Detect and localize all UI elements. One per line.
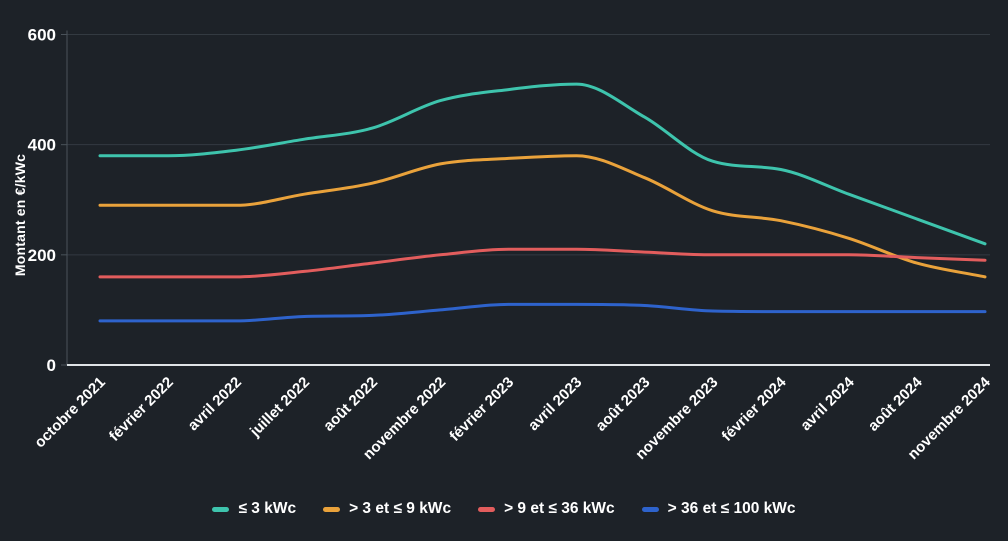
legend-swatch-icon (478, 506, 496, 512)
x-tick-label: août 2023 (592, 374, 653, 435)
y-tick-label: 400 (28, 136, 56, 155)
x-tick-label: août 2024 (865, 373, 926, 434)
y-axis-title: Montant en €/kWc (12, 153, 28, 277)
x-tick-label: avril 2023 (525, 374, 585, 434)
legend-label: > 36 et ≤ 100 kWc (667, 500, 796, 517)
series-line-1 (98, 154, 987, 279)
legend-item-1[interactable]: > 3 et ≤ 9 kWc (323, 500, 451, 518)
x-tick-label: février 2023 (446, 374, 517, 445)
chart-legend: ≤ 3 kWc > 3 et ≤ 9 kWc > 9 et ≤ 36 kWc > 36… (0, 494, 1008, 524)
legend-label: > 3 et ≤ 9 kWc (349, 500, 452, 517)
series-line-0 (98, 82, 987, 246)
legend-item-3[interactable]: > 36 et ≤ 100 kWc (641, 500, 796, 518)
y-tick-labels: 0 200 400 600 (28, 26, 67, 375)
y-tick-label: 200 (28, 246, 56, 265)
x-tick-label: avril 2024 (797, 373, 858, 434)
x-tick-label: octobre 2021 (31, 374, 108, 451)
y-gridlines (67, 34, 990, 256)
x-tick-label: juillet 2022 (246, 374, 313, 441)
x-tick-label: février 2024 (719, 373, 790, 444)
x-tick-label: février 2022 (106, 374, 177, 445)
x-tick-label: août 2022 (320, 374, 381, 435)
legend-item-2[interactable]: > 9 et ≤ 36 kWc (478, 500, 615, 518)
series-line-2 (98, 247, 987, 279)
x-tick-label: avril 2022 (185, 374, 245, 434)
series-lines (98, 82, 987, 323)
y-tick-label: 600 (28, 26, 56, 45)
legend-item-0[interactable]: ≤ 3 kWc (212, 500, 296, 518)
y-tick-label: 0 (47, 356, 56, 375)
legend-swatch-icon (323, 506, 341, 512)
series-line-3 (98, 302, 987, 323)
legend-label: ≤ 3 kWc (238, 500, 297, 517)
legend-swatch-icon (212, 506, 230, 512)
legend-swatch-icon (641, 506, 659, 512)
legend-label: > 9 et ≤ 36 kWc (504, 500, 615, 517)
